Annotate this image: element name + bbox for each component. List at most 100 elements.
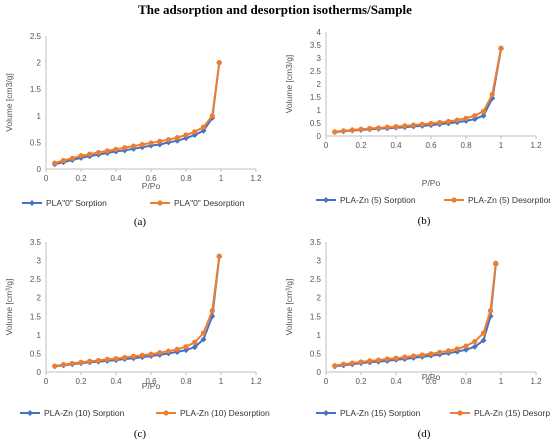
desorption-point <box>165 137 172 143</box>
y-tick-label: 2 <box>37 59 42 68</box>
x-tick-label: 0.2 <box>75 377 87 386</box>
legend-marker <box>27 410 33 416</box>
x-tick-label: 0.8 <box>460 141 472 150</box>
figure-title: The adsorption and desorption isotherms/… <box>138 2 412 17</box>
x-tick-label: 0 <box>44 174 49 183</box>
legend-marker <box>163 410 169 416</box>
desorption-point <box>428 120 434 127</box>
x-tick-label: 0.2 <box>75 174 87 183</box>
y-tick-label: 4 <box>317 28 322 37</box>
y-tick-label: 3 <box>317 257 322 266</box>
y-axis-title: Volume [cm³/g] <box>4 279 14 336</box>
legend-marker <box>29 200 35 206</box>
y-axis-title: Volume [cm3/g] <box>4 73 14 132</box>
x-axis-title: P/Po <box>422 372 441 382</box>
x-tick-label: 0.4 <box>110 377 122 386</box>
desorption-point <box>437 119 443 126</box>
x-tick-label: 0.8 <box>460 377 472 386</box>
desorption-point <box>104 356 110 362</box>
chart-panel-4: 0 0.2 0.4 0.6 0.8 1 1.2 0 0.5 1 1.5 2 2.5 3 3.5 P/Po Vol… <box>284 238 550 440</box>
y-tick-label: 0.5 <box>310 119 322 128</box>
x-tick-label: 0.6 <box>425 141 437 150</box>
x-tick-label: 1.2 <box>250 377 262 386</box>
desorption-point <box>209 113 215 119</box>
desorption-point <box>349 360 355 366</box>
desorption-point <box>165 348 172 354</box>
y-axis-title: Volume [cm³/g] <box>284 279 294 336</box>
desorption-point <box>95 149 102 156</box>
desorption-point <box>454 117 460 123</box>
legend-label: PLA"0" Sorption <box>46 198 107 208</box>
desorption-point <box>332 363 338 369</box>
desorption-point <box>419 121 425 127</box>
desorption-point <box>78 359 84 365</box>
legend-marker <box>157 200 163 206</box>
chart-panel-1: 0 0.2 0.4 0.6 0.8 1 1.2 0 0.5 1 1.5 2 2.5 P/Po Volume … <box>4 32 262 228</box>
desorption-point <box>340 361 347 367</box>
y-tick-label: 0 <box>37 368 42 377</box>
x-tick-label: 0.4 <box>390 141 402 150</box>
desorption-point <box>148 351 154 357</box>
x-tick-label: 0 <box>324 377 329 386</box>
sorption-point <box>200 336 207 343</box>
desorption-point <box>493 260 499 266</box>
desorption-point <box>52 363 58 369</box>
desorption-point <box>78 153 84 159</box>
desorption-point <box>200 124 207 130</box>
desorption-point <box>216 60 222 66</box>
desorption-point <box>384 356 390 362</box>
y-axis-title: Volume [cm3/g] <box>284 55 294 114</box>
x-tick-label: 0 <box>324 141 329 150</box>
desorption-point <box>130 143 137 149</box>
desorption-point <box>349 127 355 133</box>
desorption-point <box>200 330 207 336</box>
legend-label: PLA-Zn (5) Desorption <box>468 195 550 205</box>
desorption-point <box>463 343 469 349</box>
desorption-point <box>113 356 119 362</box>
x-tick-label: 1.2 <box>250 174 262 183</box>
desorption-point <box>209 308 215 314</box>
desorption-point <box>157 350 163 356</box>
y-tick-label: 1.5 <box>310 312 322 321</box>
y-tick-label: 3.5 <box>310 41 322 50</box>
desorption-point <box>472 338 478 345</box>
desorption-point <box>139 352 145 358</box>
legend-label: PLA-Zn (15) Desorption <box>474 408 550 418</box>
y-tick-label: 0.5 <box>310 349 322 358</box>
x-axis-title: P/Po <box>422 178 441 188</box>
y-tick-label: 2 <box>317 294 322 303</box>
desorption-point <box>498 45 504 51</box>
panel-label: (a) <box>134 216 147 228</box>
y-tick-label: 2.5 <box>30 32 42 41</box>
chart-panel-3: 0 0.2 0.4 0.6 0.8 1 1.2 0 0.5 1 1.5 2 2.5 3 3.5 P/Po Vol… <box>4 238 270 440</box>
desorption-point <box>393 124 399 130</box>
x-tick-label: 0 <box>44 377 49 386</box>
y-tick-label: 0.5 <box>30 349 42 358</box>
y-tick-label: 1 <box>317 331 322 340</box>
desorption-point <box>69 360 75 367</box>
desorption-point <box>192 339 198 345</box>
legend-label: PLA-Zn (10) Desorption <box>180 408 270 418</box>
x-tick-label: 1.2 <box>530 141 542 150</box>
desorption-point <box>174 135 180 141</box>
sorption-point <box>480 112 487 119</box>
panel-label: (b) <box>418 215 431 227</box>
y-tick-label: 1.5 <box>30 85 42 94</box>
x-tick-label: 0.2 <box>355 377 367 386</box>
desorption-point <box>87 358 93 364</box>
desorption-point <box>139 141 145 148</box>
x-tick-label: 0.6 <box>145 174 157 183</box>
desorption-point <box>428 351 434 357</box>
desorption-point <box>60 361 67 368</box>
desorption-point <box>367 125 373 132</box>
sorption-point <box>480 337 487 344</box>
y-tick-label: 1 <box>37 112 42 121</box>
desorption-point <box>69 155 75 161</box>
legend-marker <box>323 197 329 203</box>
chart-panel-2: 0 0.2 0.4 0.6 0.8 1 1.2 0 0.5 1 1.5 2 2.5 3 3.5 4 P/Po Vo… <box>284 28 550 227</box>
desorption-point <box>445 118 452 125</box>
desorption-point <box>375 125 382 131</box>
desorption-point <box>489 91 495 97</box>
y-tick-label: 2 <box>317 80 322 89</box>
